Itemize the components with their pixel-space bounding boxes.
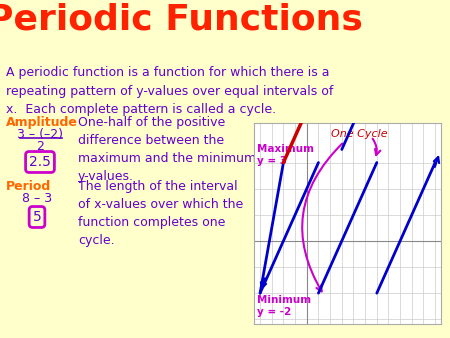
Text: A periodic function is a function for which there is a
repeating pattern of y-va: A periodic function is a function for wh… <box>6 66 333 116</box>
Text: Period: Period <box>6 180 51 193</box>
Text: Maximum
y = 3: Maximum y = 3 <box>256 144 314 166</box>
Text: One Cycle: One Cycle <box>331 129 387 139</box>
Text: Amplitude: Amplitude <box>6 116 78 129</box>
Text: Minimum
y = -2: Minimum y = -2 <box>256 295 310 317</box>
Text: The length of the interval
of x-values over which the
function completes one
cyc: The length of the interval of x-values o… <box>78 180 243 247</box>
Text: 2.5: 2.5 <box>29 155 51 169</box>
Text: 8 – 3: 8 – 3 <box>22 192 52 205</box>
Text: 2: 2 <box>36 140 44 153</box>
Text: 3 – (–2): 3 – (–2) <box>17 128 63 141</box>
Text: One-half of the positive
difference between the
maximum and the minimum
y-values: One-half of the positive difference betw… <box>78 116 256 183</box>
Text: 5: 5 <box>32 210 41 224</box>
Text: Periodic Functions: Periodic Functions <box>0 3 363 37</box>
